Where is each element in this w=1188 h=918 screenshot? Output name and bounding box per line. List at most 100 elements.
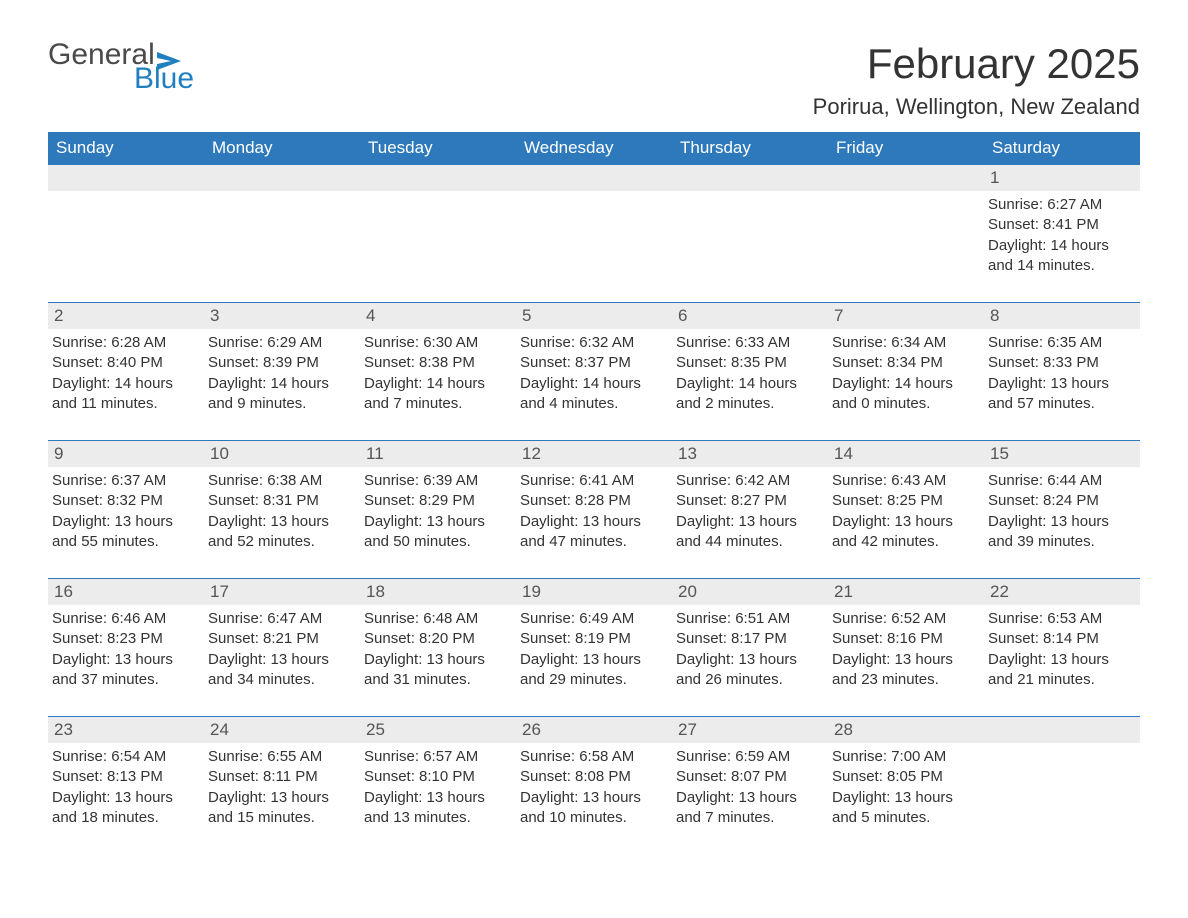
day-number: [828, 165, 984, 191]
daynum-band: 2345678: [48, 303, 1140, 329]
daylight-text: Daylight: 13 hours and 29 minutes.: [520, 650, 666, 691]
sunrise-text: Sunrise: 6:43 AM: [832, 471, 978, 491]
sunrise-text: Sunrise: 6:48 AM: [364, 609, 510, 629]
sunset-text: Sunset: 8:23 PM: [52, 629, 198, 649]
daylight-text: Daylight: 14 hours and 4 minutes.: [520, 374, 666, 415]
daylight-text: Daylight: 13 hours and 26 minutes.: [676, 650, 822, 691]
day-number: [48, 165, 204, 191]
sunrise-text: Sunrise: 6:42 AM: [676, 471, 822, 491]
sunset-text: Sunset: 8:38 PM: [364, 353, 510, 373]
day-cell: Sunrise: 6:49 AMSunset: 8:19 PMDaylight:…: [516, 605, 672, 702]
day-cell: Sunrise: 6:54 AMSunset: 8:13 PMDaylight:…: [48, 743, 204, 840]
sunset-text: Sunset: 8:17 PM: [676, 629, 822, 649]
day-number: 8: [984, 303, 1140, 329]
day-number: 11: [360, 441, 516, 467]
daylight-text: Daylight: 13 hours and 23 minutes.: [832, 650, 978, 691]
day-number: 18: [360, 579, 516, 605]
week-block: 1Sunrise: 6:27 AMSunset: 8:41 PMDaylight…: [48, 164, 1140, 288]
day-cell: Sunrise: 6:51 AMSunset: 8:17 PMDaylight:…: [672, 605, 828, 702]
day-cell: Sunrise: 6:55 AMSunset: 8:11 PMDaylight:…: [204, 743, 360, 840]
day-number: [204, 165, 360, 191]
sunset-text: Sunset: 8:31 PM: [208, 491, 354, 511]
day-cell: [672, 191, 828, 288]
daylight-text: Daylight: 13 hours and 47 minutes.: [520, 512, 666, 553]
daylight-text: Daylight: 13 hours and 13 minutes.: [364, 788, 510, 829]
day-number: 7: [828, 303, 984, 329]
day-cell: Sunrise: 6:28 AMSunset: 8:40 PMDaylight:…: [48, 329, 204, 426]
sunset-text: Sunset: 8:08 PM: [520, 767, 666, 787]
daylight-text: Daylight: 13 hours and 18 minutes.: [52, 788, 198, 829]
sunrise-text: Sunrise: 6:27 AM: [988, 195, 1134, 215]
day-number: 15: [984, 441, 1140, 467]
day-cell: Sunrise: 6:33 AMSunset: 8:35 PMDaylight:…: [672, 329, 828, 426]
daylight-text: Daylight: 13 hours and 57 minutes.: [988, 374, 1134, 415]
daylight-text: Daylight: 13 hours and 15 minutes.: [208, 788, 354, 829]
daylight-text: Daylight: 14 hours and 11 minutes.: [52, 374, 198, 415]
sunrise-text: Sunrise: 6:57 AM: [364, 747, 510, 767]
sunrise-text: Sunrise: 6:38 AM: [208, 471, 354, 491]
day-cell: Sunrise: 6:27 AMSunset: 8:41 PMDaylight:…: [984, 191, 1140, 288]
day-number: 12: [516, 441, 672, 467]
week-block: 16171819202122Sunrise: 6:46 AMSunset: 8:…: [48, 578, 1140, 702]
day-cell: Sunrise: 6:47 AMSunset: 8:21 PMDaylight:…: [204, 605, 360, 702]
day-cell: Sunrise: 6:52 AMSunset: 8:16 PMDaylight:…: [828, 605, 984, 702]
day-number: 6: [672, 303, 828, 329]
location-text: Porirua, Wellington, New Zealand: [813, 94, 1140, 120]
day-number: 16: [48, 579, 204, 605]
day-cell: Sunrise: 6:46 AMSunset: 8:23 PMDaylight:…: [48, 605, 204, 702]
daylight-text: Daylight: 13 hours and 21 minutes.: [988, 650, 1134, 691]
sunrise-text: Sunrise: 6:51 AM: [676, 609, 822, 629]
sunset-text: Sunset: 8:07 PM: [676, 767, 822, 787]
day-cell: [984, 743, 1140, 840]
daylight-text: Daylight: 13 hours and 52 minutes.: [208, 512, 354, 553]
daylight-text: Daylight: 13 hours and 5 minutes.: [832, 788, 978, 829]
sunset-text: Sunset: 8:14 PM: [988, 629, 1134, 649]
header: General Blue February 2025 Porirua, Well…: [48, 40, 1140, 120]
day-cell: Sunrise: 6:30 AMSunset: 8:38 PMDaylight:…: [360, 329, 516, 426]
day-number: 9: [48, 441, 204, 467]
day-cell: Sunrise: 7:00 AMSunset: 8:05 PMDaylight:…: [828, 743, 984, 840]
sunset-text: Sunset: 8:40 PM: [52, 353, 198, 373]
day-number: 25: [360, 717, 516, 743]
sunset-text: Sunset: 8:28 PM: [520, 491, 666, 511]
sunrise-text: Sunrise: 6:44 AM: [988, 471, 1134, 491]
daynum-band: 232425262728: [48, 717, 1140, 743]
sunrise-text: Sunrise: 6:37 AM: [52, 471, 198, 491]
content-band: Sunrise: 6:54 AMSunset: 8:13 PMDaylight:…: [48, 743, 1140, 840]
sunrise-text: Sunrise: 6:33 AM: [676, 333, 822, 353]
logo-text-sub: Blue: [134, 64, 194, 94]
day-cell: [828, 191, 984, 288]
day-cell: Sunrise: 6:57 AMSunset: 8:10 PMDaylight:…: [360, 743, 516, 840]
week-block: 2345678Sunrise: 6:28 AMSunset: 8:40 PMDa…: [48, 302, 1140, 426]
day-number: 10: [204, 441, 360, 467]
sunset-text: Sunset: 8:29 PM: [364, 491, 510, 511]
day-cell: Sunrise: 6:38 AMSunset: 8:31 PMDaylight:…: [204, 467, 360, 564]
daylight-text: Daylight: 13 hours and 50 minutes.: [364, 512, 510, 553]
day-cell: Sunrise: 6:37 AMSunset: 8:32 PMDaylight:…: [48, 467, 204, 564]
sunrise-text: Sunrise: 6:29 AM: [208, 333, 354, 353]
sunset-text: Sunset: 8:32 PM: [52, 491, 198, 511]
weekday-header: Saturday: [984, 132, 1140, 164]
sunrise-text: Sunrise: 6:58 AM: [520, 747, 666, 767]
sunset-text: Sunset: 8:33 PM: [988, 353, 1134, 373]
day-number: 26: [516, 717, 672, 743]
weekday-header: Wednesday: [516, 132, 672, 164]
day-number: 17: [204, 579, 360, 605]
sunset-text: Sunset: 8:35 PM: [676, 353, 822, 373]
day-number: [360, 165, 516, 191]
daylight-text: Daylight: 13 hours and 39 minutes.: [988, 512, 1134, 553]
day-cell: Sunrise: 6:43 AMSunset: 8:25 PMDaylight:…: [828, 467, 984, 564]
day-cell: Sunrise: 6:42 AMSunset: 8:27 PMDaylight:…: [672, 467, 828, 564]
day-number: 23: [48, 717, 204, 743]
sunset-text: Sunset: 8:34 PM: [832, 353, 978, 373]
weekday-header: Tuesday: [360, 132, 516, 164]
day-cell: [204, 191, 360, 288]
logo: General Blue: [48, 40, 194, 94]
sunrise-text: Sunrise: 6:46 AM: [52, 609, 198, 629]
sunrise-text: Sunrise: 6:47 AM: [208, 609, 354, 629]
day-cell: Sunrise: 6:34 AMSunset: 8:34 PMDaylight:…: [828, 329, 984, 426]
daylight-text: Daylight: 13 hours and 7 minutes.: [676, 788, 822, 829]
sunrise-text: Sunrise: 6:28 AM: [52, 333, 198, 353]
daylight-text: Daylight: 13 hours and 37 minutes.: [52, 650, 198, 691]
sunset-text: Sunset: 8:10 PM: [364, 767, 510, 787]
